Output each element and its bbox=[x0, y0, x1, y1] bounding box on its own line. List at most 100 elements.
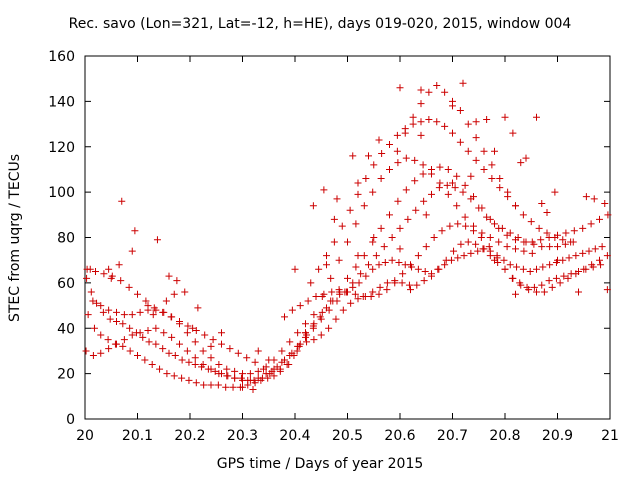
data-point bbox=[538, 243, 546, 251]
data-point bbox=[500, 256, 508, 264]
data-point bbox=[131, 227, 139, 235]
data-point bbox=[533, 113, 540, 121]
data-point bbox=[335, 286, 343, 294]
y-tick-label: 40 bbox=[57, 321, 75, 337]
data-point bbox=[464, 147, 472, 155]
data-point bbox=[325, 324, 333, 332]
data-point bbox=[207, 365, 215, 373]
data-point bbox=[548, 283, 556, 291]
data-point bbox=[323, 252, 330, 260]
data-point bbox=[104, 336, 112, 344]
data-point bbox=[184, 322, 192, 330]
data-point bbox=[152, 306, 160, 314]
data-point bbox=[134, 290, 141, 298]
data-point bbox=[575, 288, 582, 296]
data-point bbox=[377, 224, 385, 232]
data-point bbox=[513, 263, 521, 271]
data-point bbox=[588, 261, 596, 269]
data-points bbox=[82, 79, 612, 394]
data-point bbox=[170, 290, 178, 298]
data-point bbox=[456, 106, 464, 114]
data-point bbox=[438, 227, 446, 235]
data-point bbox=[433, 81, 441, 89]
data-point bbox=[346, 206, 354, 214]
data-point bbox=[278, 358, 286, 366]
data-point bbox=[596, 215, 603, 223]
data-point bbox=[461, 181, 469, 189]
data-point bbox=[170, 372, 178, 380]
data-point bbox=[512, 202, 519, 210]
data-point bbox=[377, 175, 385, 183]
data-point bbox=[472, 156, 480, 164]
data-point bbox=[419, 170, 427, 178]
y-tick-label: 60 bbox=[57, 276, 75, 292]
data-point bbox=[171, 351, 179, 359]
data-point bbox=[538, 281, 546, 289]
data-point bbox=[604, 211, 612, 219]
data-point bbox=[352, 263, 360, 271]
data-point bbox=[486, 215, 494, 223]
data-point bbox=[185, 376, 193, 384]
x-tick-label: 20.1 bbox=[122, 428, 153, 444]
data-point bbox=[435, 184, 443, 192]
data-point bbox=[231, 374, 239, 382]
y-tick-label: 0 bbox=[66, 412, 75, 428]
data-point bbox=[222, 383, 230, 391]
data-point bbox=[601, 199, 609, 207]
data-point bbox=[142, 297, 150, 305]
data-point bbox=[394, 159, 402, 167]
data-point bbox=[327, 274, 335, 282]
data-point bbox=[428, 272, 435, 280]
data-point bbox=[268, 367, 276, 375]
data-point bbox=[393, 131, 401, 139]
data-point bbox=[570, 227, 578, 235]
data-point bbox=[328, 288, 336, 296]
data-point bbox=[546, 261, 554, 269]
data-point bbox=[396, 224, 404, 232]
data-point bbox=[365, 261, 372, 269]
data-point bbox=[472, 134, 480, 142]
data-point bbox=[215, 370, 223, 378]
data-point bbox=[359, 292, 367, 300]
data-point bbox=[200, 381, 208, 389]
data-point bbox=[560, 272, 568, 280]
data-point bbox=[517, 281, 525, 289]
data-point bbox=[234, 349, 242, 357]
data-point bbox=[381, 258, 389, 266]
data-point bbox=[501, 265, 509, 273]
data-point bbox=[478, 229, 486, 237]
data-point bbox=[327, 297, 335, 305]
y-tick-label: 80 bbox=[57, 231, 75, 247]
data-point bbox=[528, 238, 536, 246]
data-point bbox=[538, 199, 546, 207]
data-point bbox=[386, 140, 393, 148]
data-point bbox=[554, 231, 561, 239]
data-point bbox=[360, 252, 368, 260]
data-point bbox=[246, 370, 254, 378]
data-point bbox=[533, 288, 540, 296]
data-point bbox=[105, 306, 113, 314]
data-point bbox=[417, 86, 425, 94]
data-point bbox=[603, 286, 611, 294]
x-tick-label: 21 bbox=[601, 428, 619, 444]
x-tick-label: 20.7 bbox=[437, 428, 468, 444]
data-point bbox=[443, 181, 451, 189]
data-point bbox=[467, 249, 475, 257]
data-point bbox=[192, 379, 200, 387]
data-point bbox=[441, 88, 449, 96]
data-point bbox=[126, 324, 134, 332]
data-point bbox=[87, 288, 95, 296]
data-point bbox=[106, 315, 114, 323]
data-point bbox=[459, 79, 467, 87]
data-point bbox=[320, 186, 328, 194]
data-point bbox=[153, 236, 161, 244]
data-point bbox=[579, 224, 587, 232]
data-point bbox=[398, 279, 406, 287]
data-point bbox=[223, 365, 231, 373]
data-point bbox=[191, 338, 199, 346]
data-point bbox=[383, 286, 391, 294]
data-point bbox=[128, 247, 136, 255]
data-point bbox=[411, 177, 419, 185]
data-point bbox=[323, 261, 330, 269]
